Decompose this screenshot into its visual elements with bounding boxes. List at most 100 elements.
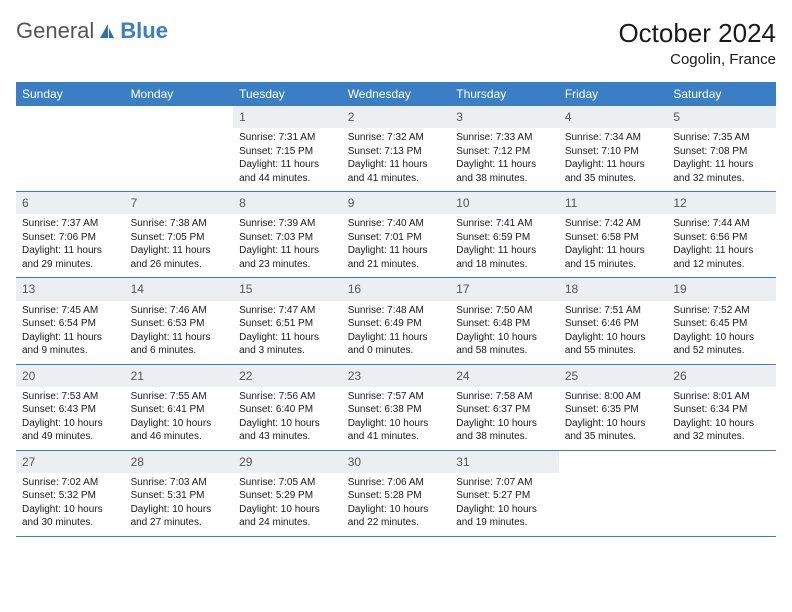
daylight-text: Daylight: 10 hours and 32 minutes. <box>673 417 770 444</box>
calendar-day-cell: 7Sunrise: 7:38 AMSunset: 7:05 PMDaylight… <box>125 192 234 278</box>
calendar-day-cell: 14Sunrise: 7:46 AMSunset: 6:53 PMDayligh… <box>125 278 234 364</box>
weekday-heading: Thursday <box>450 82 559 106</box>
sunset-text: Sunset: 6:49 PM <box>348 317 445 331</box>
day-body: Sunrise: 7:57 AMSunset: 6:38 PMDaylight:… <box>342 387 451 450</box>
day-number: 11 <box>559 192 668 214</box>
location: Cogolin, France <box>618 51 776 68</box>
sunset-text: Sunset: 6:59 PM <box>456 231 553 245</box>
day-body: Sunrise: 7:58 AMSunset: 6:37 PMDaylight:… <box>450 387 559 450</box>
sunset-text: Sunset: 6:41 PM <box>131 403 228 417</box>
calendar-day-cell: 17Sunrise: 7:50 AMSunset: 6:48 PMDayligh… <box>450 278 559 364</box>
day-number: 27 <box>16 451 125 473</box>
calendar-day-cell: 9Sunrise: 7:40 AMSunset: 7:01 PMDaylight… <box>342 192 451 278</box>
day-number: 19 <box>667 278 776 300</box>
day-number: 1 <box>233 106 342 128</box>
calendar-day-cell: 15Sunrise: 7:47 AMSunset: 6:51 PMDayligh… <box>233 278 342 364</box>
calendar-day-cell: 31 Sunrise: 7:07 AMSunset: 5:27 PMDayligh… <box>450 450 559 536</box>
day-number: 12 <box>667 192 776 214</box>
day-body: Sunrise: 7:47 AMSunset: 6:51 PMDaylight:… <box>233 301 342 364</box>
day-body <box>667 457 776 505</box>
daylight-text: Daylight: 11 hours and 35 minutes. <box>565 158 662 185</box>
sunrise-text: Sunrise: 7:55 AM <box>131 390 228 404</box>
daylight-text: Daylight: 11 hours and 41 minutes. <box>348 158 445 185</box>
sunrise-text: Sunrise: 7:35 AM <box>673 131 770 145</box>
daylight-text: Daylight: 11 hours and 3 minutes. <box>239 331 336 358</box>
sunrise-text: Sunrise: 7:07 AM <box>456 476 553 490</box>
weekday-heading: Monday <box>125 82 234 106</box>
daylight-text: Daylight: 11 hours and 38 minutes. <box>456 158 553 185</box>
calendar-day-cell: 3Sunrise: 7:33 AMSunset: 7:12 PMDaylight… <box>450 106 559 192</box>
calendar-day-cell <box>125 106 234 192</box>
calendar-day-cell <box>667 450 776 536</box>
day-number: 9 <box>342 192 451 214</box>
day-body: Sunrise: 8:01 AMSunset: 6:34 PMDaylight:… <box>667 387 776 450</box>
day-number: 25 <box>559 365 668 387</box>
daylight-text: Daylight: 11 hours and 0 minutes. <box>348 331 445 358</box>
sunrise-text: Sunrise: 7:39 AM <box>239 217 336 231</box>
day-body <box>125 112 234 160</box>
sunrise-text: Sunrise: 7:38 AM <box>131 217 228 231</box>
weekday-heading: Friday <box>559 82 668 106</box>
sunset-text: Sunset: 5:29 PM <box>239 489 336 503</box>
calendar-day-cell: 2Sunrise: 7:32 AMSunset: 7:13 PMDaylight… <box>342 106 451 192</box>
sunrise-text: Sunrise: 7:52 AM <box>673 304 770 318</box>
sunrise-text: Sunrise: 7:34 AM <box>565 131 662 145</box>
day-number: 3 <box>450 106 559 128</box>
calendar-day-cell: 10Sunrise: 7:41 AMSunset: 6:59 PMDayligh… <box>450 192 559 278</box>
sunset-text: Sunset: 5:32 PM <box>22 489 119 503</box>
sunset-text: Sunset: 6:43 PM <box>22 403 119 417</box>
sunrise-text: Sunrise: 7:44 AM <box>673 217 770 231</box>
brand-logo: General Blue <box>16 18 168 44</box>
month-title: October 2024 <box>618 18 776 49</box>
day-body: Sunrise: 7:31 AMSunset: 7:15 PMDaylight:… <box>233 128 342 191</box>
sunset-text: Sunset: 7:15 PM <box>239 145 336 159</box>
sunset-text: Sunset: 6:37 PM <box>456 403 553 417</box>
daylight-text: Daylight: 10 hours and 19 minutes. <box>456 503 553 530</box>
calendar-day-cell: 13Sunrise: 7:45 AMSunset: 6:54 PMDayligh… <box>16 278 125 364</box>
sail-icon <box>98 22 116 40</box>
day-body: Sunrise: 7:42 AMSunset: 6:58 PMDaylight:… <box>559 214 668 277</box>
sunrise-text: Sunrise: 7:33 AM <box>456 131 553 145</box>
day-number: 16 <box>342 278 451 300</box>
daylight-text: Daylight: 11 hours and 29 minutes. <box>22 244 119 271</box>
calendar-day-cell: 22Sunrise: 7:56 AMSunset: 6:40 PMDayligh… <box>233 364 342 450</box>
day-body: Sunrise: 7:32 AMSunset: 7:13 PMDaylight:… <box>342 128 451 191</box>
calendar-day-cell: 8Sunrise: 7:39 AMSunset: 7:03 PMDaylight… <box>233 192 342 278</box>
title-block: October 2024 Cogolin, France <box>618 18 776 68</box>
sunrise-text: Sunrise: 7:32 AM <box>348 131 445 145</box>
daylight-text: Daylight: 10 hours and 41 minutes. <box>348 417 445 444</box>
day-number: 30 <box>342 451 451 473</box>
brand-part2: Blue <box>120 18 168 44</box>
calendar-week-row: 20Sunrise: 7:53 AMSunset: 6:43 PMDayligh… <box>16 364 776 450</box>
weekday-heading: Wednesday <box>342 82 451 106</box>
header: General Blue October 2024 Cogolin, Franc… <box>16 18 776 68</box>
day-body: Sunrise: 7:40 AMSunset: 7:01 PMDaylight:… <box>342 214 451 277</box>
sunset-text: Sunset: 7:03 PM <box>239 231 336 245</box>
brand-part1: General <box>16 18 94 44</box>
day-number: 18 <box>559 278 668 300</box>
calendar-day-cell: 28Sunrise: 7:03 AMSunset: 5:31 PMDayligh… <box>125 450 234 536</box>
calendar-day-cell: 29Sunrise: 7:05 AMSunset: 5:29 PMDayligh… <box>233 450 342 536</box>
daylight-text: Daylight: 10 hours and 46 minutes. <box>131 417 228 444</box>
day-number: 17 <box>450 278 559 300</box>
sunset-text: Sunset: 5:28 PM <box>348 489 445 503</box>
day-body: Sunrise: 7:02 AMSunset: 5:32 PMDaylight:… <box>16 473 125 536</box>
sunset-text: Sunset: 6:46 PM <box>565 317 662 331</box>
daylight-text: Daylight: 11 hours and 21 minutes. <box>348 244 445 271</box>
calendar-day-cell: 12Sunrise: 7:44 AMSunset: 6:56 PMDayligh… <box>667 192 776 278</box>
day-body: Sunrise: 7:33 AMSunset: 7:12 PMDaylight:… <box>450 128 559 191</box>
calendar-day-cell: 27Sunrise: 7:02 AMSunset: 5:32 PMDayligh… <box>16 450 125 536</box>
calendar-day-cell <box>559 450 668 536</box>
day-number: 10 <box>450 192 559 214</box>
sunrise-text: Sunrise: 7:56 AM <box>239 390 336 404</box>
sunset-text: Sunset: 6:45 PM <box>673 317 770 331</box>
day-number: 31 <box>450 451 559 473</box>
sunset-text: Sunset: 6:56 PM <box>673 231 770 245</box>
sunset-text: Sunset: 5:27 PM <box>456 489 553 503</box>
day-number: 21 <box>125 365 234 387</box>
sunrise-text: Sunrise: 8:01 AM <box>673 390 770 404</box>
day-body: Sunrise: 7:46 AMSunset: 6:53 PMDaylight:… <box>125 301 234 364</box>
day-number: 29 <box>233 451 342 473</box>
sunrise-text: Sunrise: 7:06 AM <box>348 476 445 490</box>
sunset-text: Sunset: 7:10 PM <box>565 145 662 159</box>
